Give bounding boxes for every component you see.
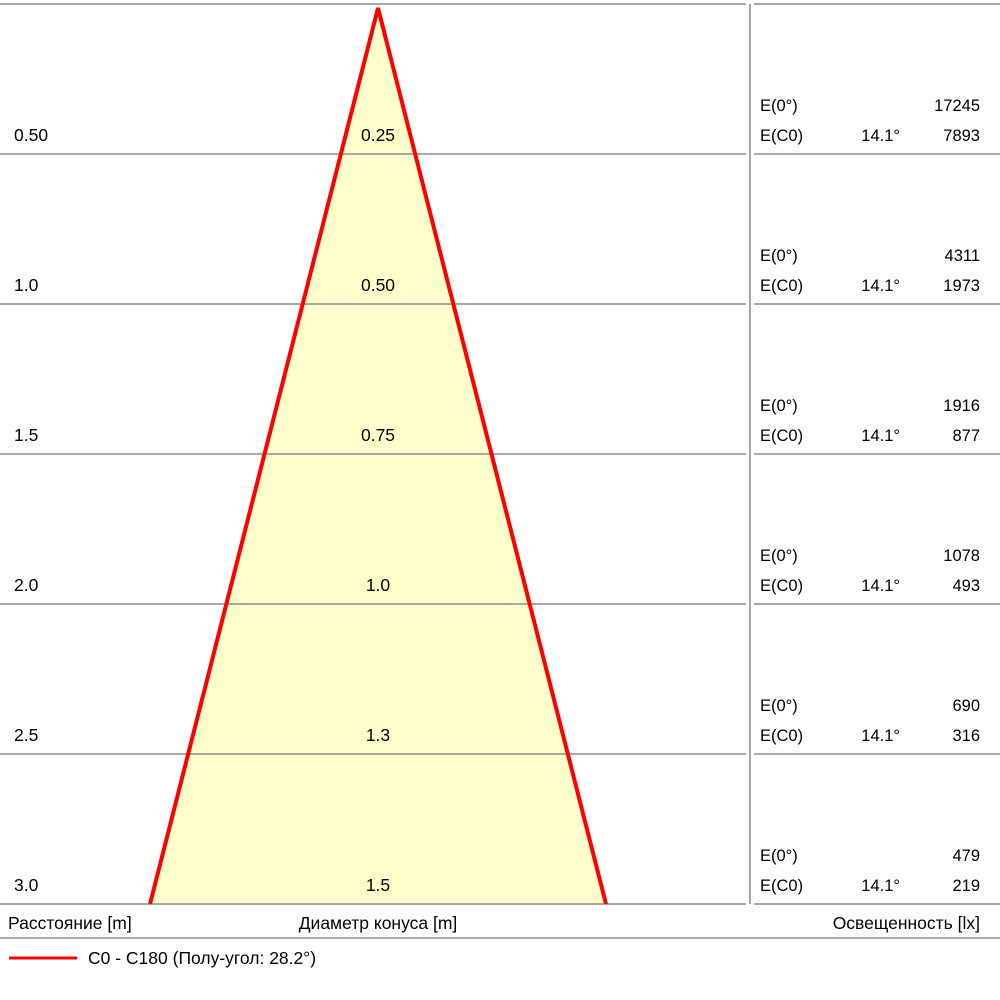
ec0-line: E(C0) 14.1° 1973 [760,273,980,299]
ec0-label: E(C0) [760,727,804,745]
e0-line: E(0°) 1078 [760,543,980,569]
ec0-line: E(C0) 14.1° 316 [760,723,980,749]
distance-label: 3.0 [14,875,39,895]
ec0-label: E(C0) [760,427,804,445]
ec0-value: 219 [952,877,980,895]
ec0-label: E(C0) [760,277,804,295]
ec0-value: 7893 [943,127,980,145]
e0-line: E(0°) 479 [760,843,980,869]
ec0-label: E(C0) [760,577,804,595]
e0-label: E(0°) [760,547,798,565]
illuminance-cell: E(0°) 1078 E(C0) 14.1° 493 [760,543,980,599]
illuminance-axis-label: Освещенность [lx] [832,913,980,933]
illuminance-cell: E(0°) 4311 E(C0) 14.1° 1973 [760,243,980,299]
legend-label: C0 - C180 (Полу-угол: 28.2°) [88,947,317,968]
ec0-label: E(C0) [760,877,804,895]
e0-line: E(0°) 1916 [760,393,980,419]
e0-value: 1916 [943,397,980,415]
e0-angle [830,243,900,269]
beam-angle: 14.1° [861,277,900,295]
beam-angle: 14.1° [861,427,900,445]
diameter-label: 1.0 [365,575,391,595]
beam-angle: 14.1° [861,877,900,895]
diameter-label: 0.75 [360,425,396,445]
ec0-line: E(C0) 14.1° 877 [760,423,980,449]
distance-label: 1.0 [14,275,39,295]
cone-fill [150,8,606,904]
e0-angle [830,843,900,869]
e0-angle [830,693,900,719]
e0-label: E(0°) [760,697,798,715]
e0-angle [830,93,900,119]
ec0-value: 316 [952,727,980,745]
ec0-value: 877 [952,427,980,445]
e0-line: E(0°) 4311 [760,243,980,269]
diameter-label: 1.5 [365,875,391,895]
illuminance-cell: E(0°) 479 E(C0) 14.1° 219 [760,843,980,899]
diameter-axis-label: Диаметр конуса [m] [298,913,458,933]
e0-value: 4311 [944,247,980,265]
distance-label: 1.5 [14,425,39,445]
cone-chart-svg [0,3,1000,939]
e0-value: 1078 [943,547,980,565]
e0-label: E(0°) [760,97,798,115]
diameter-label: 0.50 [360,275,396,295]
legend-swatch [9,956,77,960]
e0-label: E(0°) [760,397,798,415]
diameter-label: 1.3 [365,725,391,745]
ec0-line: E(C0) 14.1° 219 [760,873,980,899]
beam-angle: 14.1° [861,127,900,145]
e0-line: E(0°) 17245 [760,93,980,119]
e0-angle [830,543,900,569]
ec0-value: 493 [952,577,980,595]
distance-label: 2.0 [14,575,39,595]
cone-edges [148,7,608,905]
diameter-label: 0.25 [360,125,396,145]
e0-value: 479 [952,847,980,865]
e0-angle [830,393,900,419]
e0-value: 17245 [934,97,980,115]
legend: C0 - C180 (Полу-угол: 28.2°) [8,944,316,972]
ec0-line: E(C0) 14.1° 7893 [760,123,980,149]
distance-label: 2.5 [14,725,39,745]
e0-label: E(0°) [760,247,798,265]
axis-label-row: Расстояние [m] Диаметр конуса [m] Освеще… [0,908,1000,938]
e0-line: E(0°) 690 [760,693,980,719]
beam-angle: 14.1° [861,577,900,595]
grid-lines [0,3,1000,939]
distance-label: 0.50 [14,125,49,145]
distance-axis-label: Расстояние [m] [8,913,132,933]
illuminance-cell: E(0°) 17245 E(C0) 14.1° 7893 [760,93,980,149]
e0-label: E(0°) [760,847,798,865]
e0-value: 690 [952,697,980,715]
ec0-label: E(C0) [760,127,804,145]
illuminance-cell: E(0°) 690 E(C0) 14.1° 316 [760,693,980,749]
beam-angle: 14.1° [861,727,900,745]
illuminance-cell: E(0°) 1916 E(C0) 14.1° 877 [760,393,980,449]
ec0-value: 1973 [943,277,980,295]
ec0-line: E(C0) 14.1° 493 [760,573,980,599]
